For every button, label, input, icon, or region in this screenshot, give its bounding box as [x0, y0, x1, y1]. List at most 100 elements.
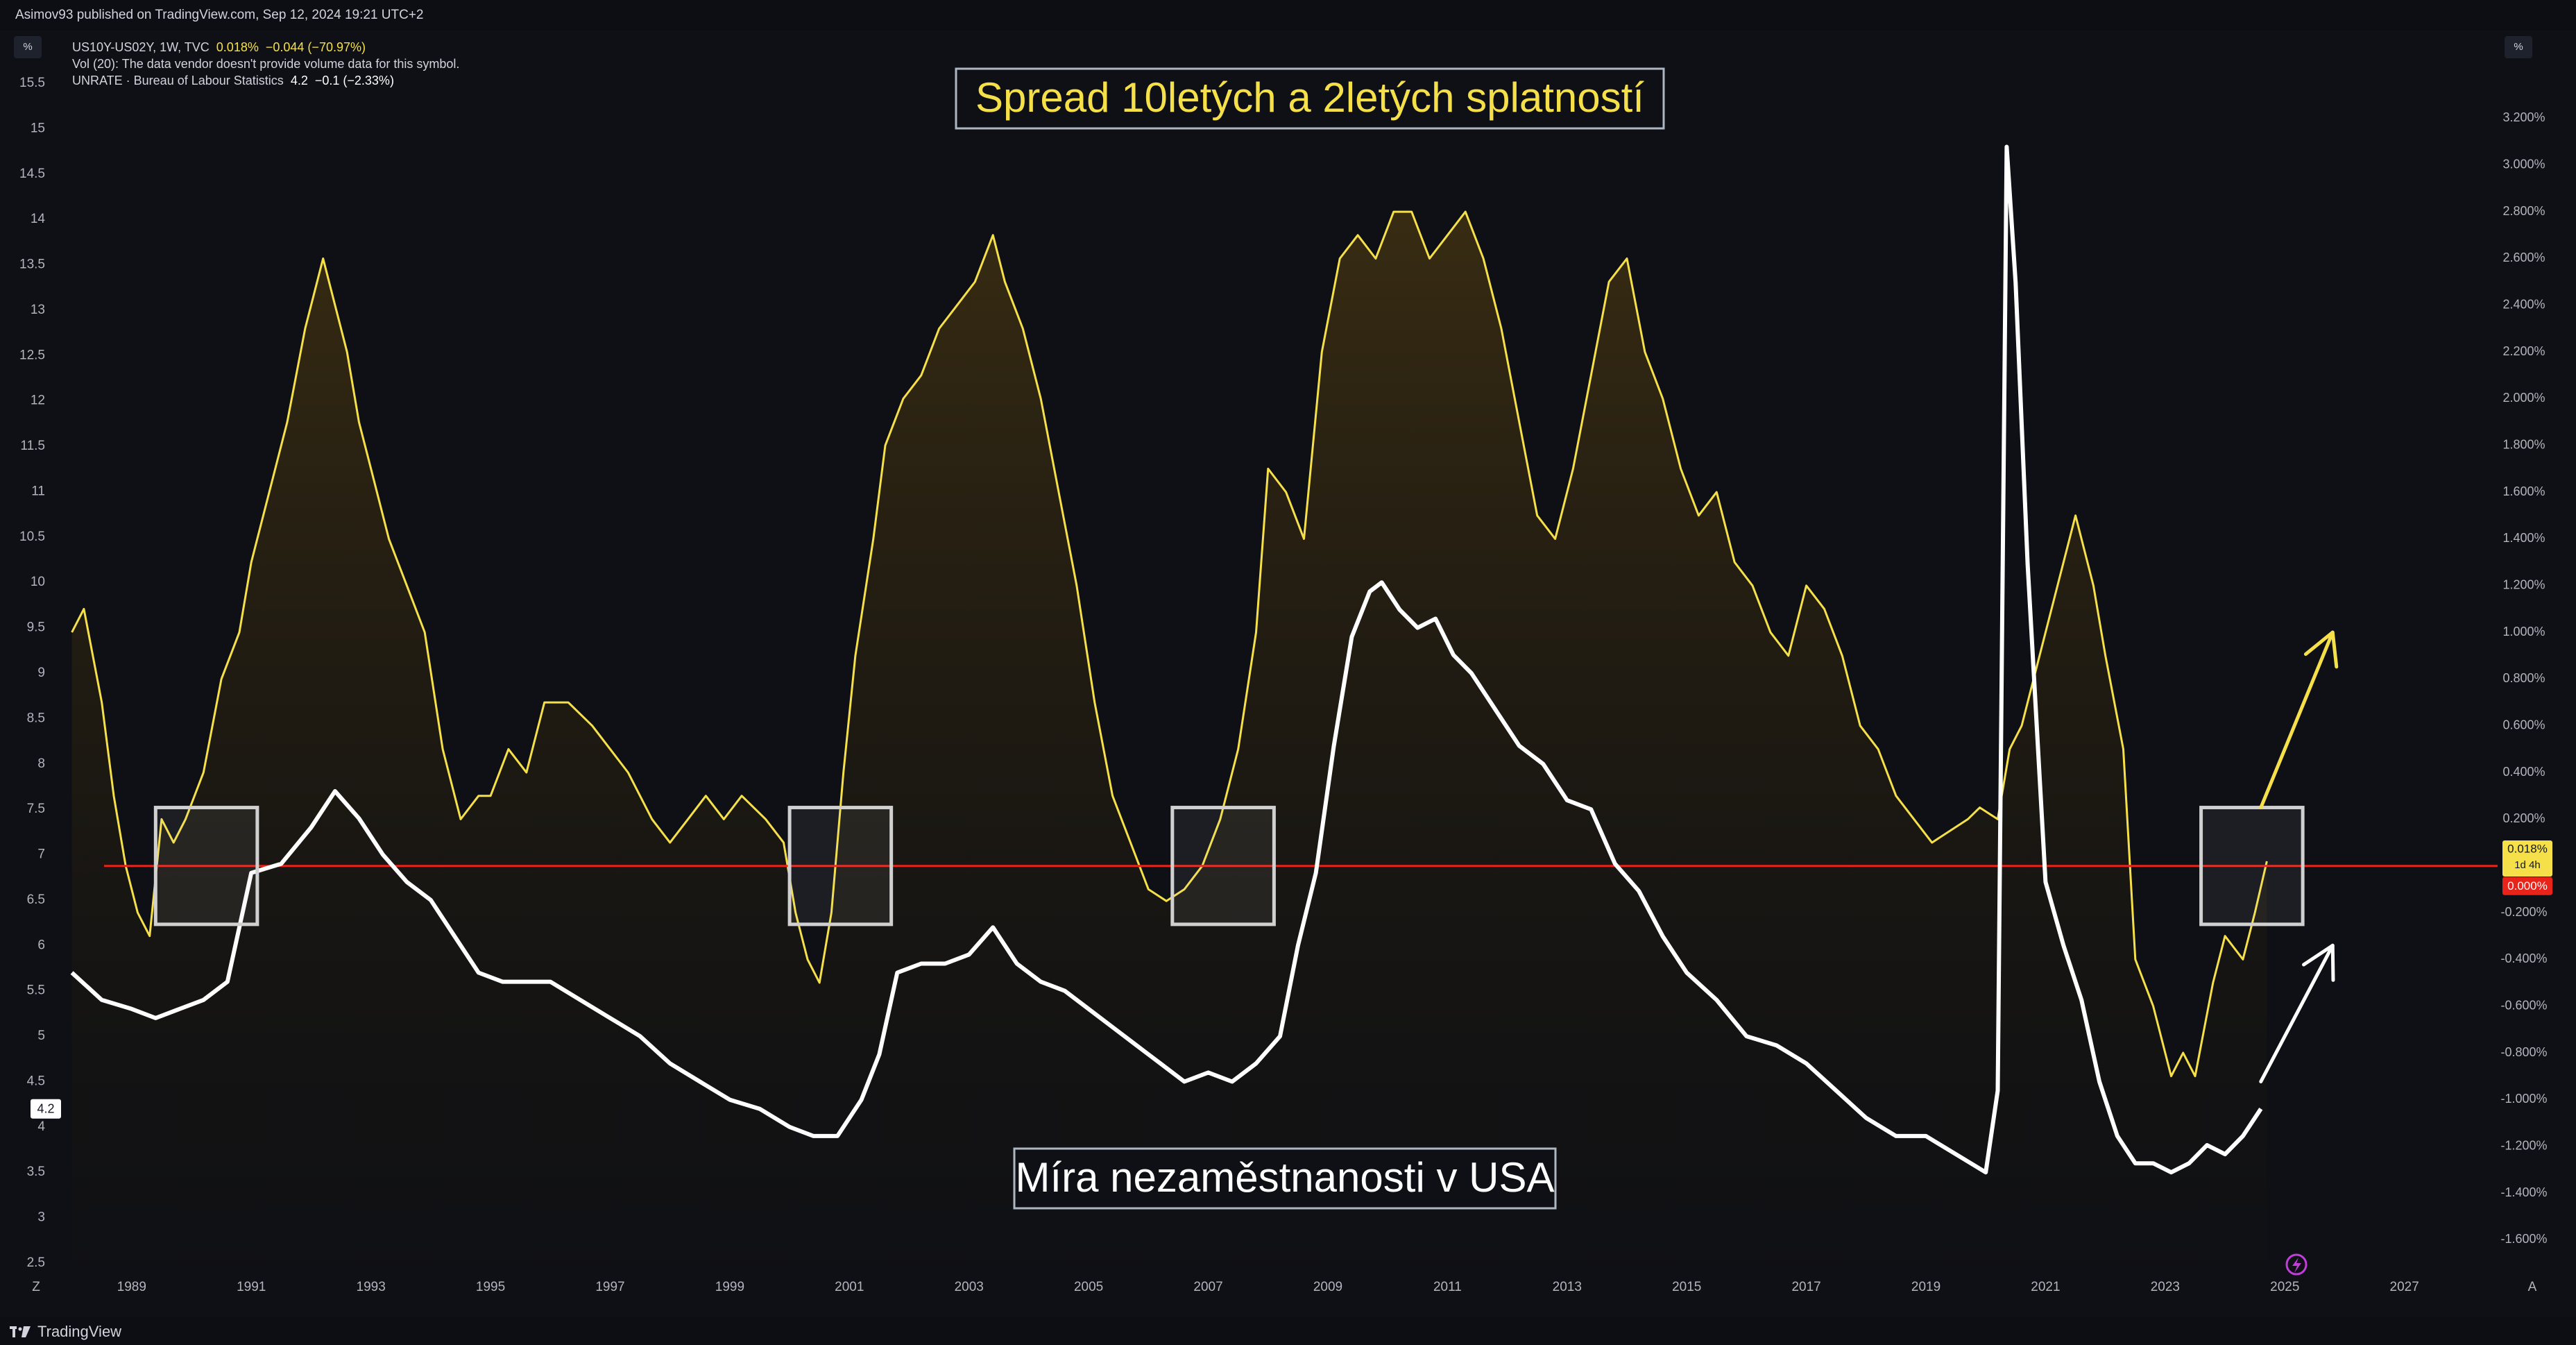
x-axis-tick-1989: 1989 [117, 1280, 146, 1294]
left-axis-tick-7: 7 [37, 847, 45, 862]
unrate-title: Míra nezaměstnanosti v USA [1016, 1154, 1555, 1201]
right-axis-tick-1.200%: 1.200% [2502, 578, 2545, 592]
right-axis-tick--0.800%: -0.800% [2500, 1045, 2547, 1059]
right-axis-tick-1.000%: 1.000% [2502, 625, 2545, 638]
spread-timer: 1d 4h [2514, 859, 2541, 871]
legend-row-spread[interactable]: US10Y-US02Y, 1W, TVC 0.018% −0.044 (−70.… [72, 39, 459, 56]
left-axis-tick-4.5: 4.5 [27, 1074, 45, 1088]
left-axis-tick-10.5: 10.5 [19, 530, 45, 544]
left-axis-tick-3.5: 3.5 [27, 1165, 45, 1179]
left-axis-tick-11.5: 11.5 [20, 439, 45, 453]
tradingview-brand[interactable]: TradingView [10, 1323, 121, 1341]
left-axis-tick-13.5: 13.5 [19, 257, 45, 272]
left-axis-tick-13: 13 [31, 303, 45, 317]
white-arrow-shaft [2259, 943, 2335, 1083]
bottom-bar: TradingView [0, 1317, 2576, 1345]
yellow-arrow-shaft [2259, 630, 2335, 810]
right-axis-tick--1.000%: -1.000% [2500, 1092, 2547, 1106]
left-axis-tick-8.5: 8.5 [27, 711, 45, 725]
unrate-title-box [1013, 1147, 1557, 1210]
right-axis-tick-0.800%: 0.800% [2502, 671, 2545, 685]
left-axis-tick-5: 5 [37, 1029, 45, 1043]
spread-last-label-bg [2502, 840, 2552, 877]
x-axis-tick-2001: 2001 [835, 1280, 864, 1294]
left-axis-tick-9: 9 [37, 666, 45, 680]
left-axis-tick-15.5: 15.5 [19, 76, 45, 90]
right-axis-tick--1.200%: -1.200% [2500, 1138, 2547, 1152]
right-axis-tick-1.800%: 1.800% [2502, 438, 2545, 452]
yellow-arrow-head-icon [2303, 630, 2339, 669]
right-axis-tick-2.400%: 2.400% [2502, 298, 2545, 312]
unrate-line[interactable] [70, 144, 2263, 1175]
highlight-box-3 [1170, 806, 1276, 927]
left-axis-tick-12: 12 [31, 394, 45, 408]
legend-spread-symbol: US10Y-US02Y, 1W, TVC [72, 40, 210, 54]
lightning-event-icon[interactable] [2285, 1253, 2308, 1276]
legend-unrate-change: −0.1 (−2.33%) [314, 74, 394, 87]
white-arrow-head-icon [2302, 943, 2335, 982]
x-axis-tick-2005: 2005 [1074, 1280, 1103, 1294]
left-axis-tick-4: 4 [37, 1119, 45, 1134]
highlight-box-1 [153, 806, 259, 927]
x-axis-tick-2007: 2007 [1193, 1280, 1222, 1294]
right-axis-tick-1.600%: 1.600% [2502, 484, 2545, 498]
brand-name: TradingView [37, 1323, 122, 1340]
left-axis-tick-5.5: 5.5 [27, 983, 45, 998]
x-axis-tick-1999: 1999 [715, 1280, 744, 1294]
x-axis-tick-2015: 2015 [1672, 1280, 1701, 1294]
spread-last-value: 0.018% [2507, 842, 2548, 855]
legend-unrate-value: 4.2 [290, 74, 308, 87]
right-axis-tick--0.400%: -0.400% [2500, 951, 2547, 965]
x-axis-tick-1997: 1997 [595, 1280, 624, 1294]
legend: US10Y-US02Y, 1W, TVC 0.018% −0.044 (−70.… [72, 39, 459, 89]
right-axis-tick--1.400%: -1.400% [2500, 1185, 2547, 1199]
published-header: Asimov93 published on TradingView.com, S… [0, 0, 2576, 31]
x-axis-tick-2027: 2027 [2390, 1280, 2419, 1294]
spread-title-box [955, 67, 1665, 130]
right-axis-tick-2.600%: 2.600% [2502, 251, 2545, 264]
right-unit-badge[interactable]: % [2505, 36, 2532, 58]
x-axis-tick-2025: 2025 [2270, 1280, 2299, 1294]
lightning-bolt-icon [2292, 1258, 2301, 1273]
tradingview-logo-icon [10, 1326, 31, 1337]
x-axis-tick-1995: 1995 [476, 1280, 505, 1294]
legend-row-unrate[interactable]: UNRATE · Bureau of Labour Statistics 4.2… [72, 72, 459, 89]
x-axis-tick-2013: 2013 [1553, 1280, 1582, 1294]
right-axis-tick-0.600%: 0.600% [2502, 718, 2545, 731]
x-axis-tick-2009: 2009 [1313, 1280, 1342, 1294]
x-axis-tick-2003: 2003 [955, 1280, 984, 1294]
axis-corner-right: A [2528, 1280, 2537, 1294]
highlight-box-2 [787, 806, 894, 927]
unrate-last-value: 4.2 [37, 1101, 54, 1115]
right-axis-tick-0.200%: 0.200% [2502, 811, 2545, 825]
unrate-last-label-bg [31, 1099, 61, 1119]
left-axis-tick-15: 15 [31, 121, 45, 135]
left-axis-tick-6.5: 6.5 [27, 893, 45, 907]
left-axis-tick-10: 10 [31, 575, 45, 589]
left-axis-tick-2.5: 2.5 [27, 1255, 45, 1270]
spread-area [71, 212, 2267, 1264]
left-axis-tick-12.5: 12.5 [19, 348, 45, 362]
legend-unrate-symbol: UNRATE · Bureau of Labour Statistics [72, 74, 284, 87]
x-axis-tick-1993: 1993 [357, 1280, 386, 1294]
x-axis-tick-2019: 2019 [1911, 1280, 1940, 1294]
legend-row-volume[interactable]: Vol (20): The data vendor doesn't provid… [72, 57, 460, 71]
left-axis-tick-7.5: 7.5 [27, 802, 45, 816]
right-axis-tick--0.200%: -0.200% [2500, 905, 2547, 919]
left-unit-badge[interactable]: % [14, 36, 42, 58]
x-axis-tick-2023: 2023 [2151, 1280, 2180, 1294]
right-axis-tick--1.600%: -1.600% [2500, 1232, 2547, 1246]
legend-spread-change: −0.044 (−70.97%) [265, 40, 366, 54]
right-axis-tick--0.600%: -0.600% [2500, 998, 2547, 1012]
left-axis-tick-3: 3 [37, 1210, 45, 1225]
x-axis-tick-2021: 2021 [2031, 1280, 2060, 1294]
zero-label-bg [2502, 877, 2552, 895]
axis-corner-left: Z [32, 1280, 40, 1294]
zero-label: 0.000% [2507, 879, 2548, 893]
right-axis-tick-3.200%: 3.200% [2502, 110, 2545, 124]
right-axis-tick-1.400%: 1.400% [2502, 531, 2545, 545]
x-axis-tick-2017: 2017 [1791, 1280, 1820, 1294]
spread-title: Spread 10letých a 2letých splatností [975, 74, 1644, 121]
highlight-box-4 [2199, 806, 2305, 927]
